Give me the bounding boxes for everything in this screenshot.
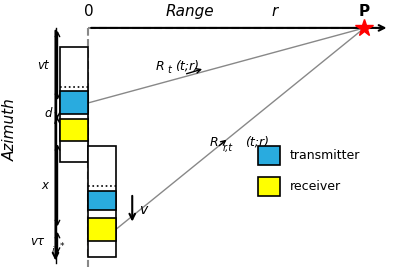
Text: (t;r): (t;r) <box>175 59 199 73</box>
Text: P: P <box>359 4 370 19</box>
Text: *: * <box>60 242 64 251</box>
Text: d: d <box>44 107 52 120</box>
Bar <box>258 177 280 195</box>
Bar <box>60 92 88 114</box>
Text: (t;r): (t;r) <box>245 136 269 149</box>
Text: t: t <box>168 65 172 75</box>
Text: R: R <box>210 136 218 149</box>
Text: 0: 0 <box>84 4 93 19</box>
Text: r: r <box>272 4 278 19</box>
Text: v: v <box>140 203 148 217</box>
Bar <box>258 147 280 165</box>
Text: vt: vt <box>37 59 48 72</box>
Bar <box>88 218 116 241</box>
Text: receiver: receiver <box>290 180 341 193</box>
Bar <box>88 191 116 210</box>
Text: x: x <box>42 179 48 192</box>
Text: transmitter: transmitter <box>290 149 360 162</box>
Text: i: i <box>52 246 54 255</box>
Bar <box>60 119 88 141</box>
Text: Range: Range <box>166 4 214 19</box>
Text: i: i <box>54 117 56 126</box>
Bar <box>60 46 88 162</box>
Text: r,t: r,t <box>223 143 233 153</box>
Text: Azimuth: Azimuth <box>3 98 18 161</box>
Text: R: R <box>155 59 164 73</box>
Text: vτ: vτ <box>30 235 44 248</box>
Bar <box>88 147 116 256</box>
